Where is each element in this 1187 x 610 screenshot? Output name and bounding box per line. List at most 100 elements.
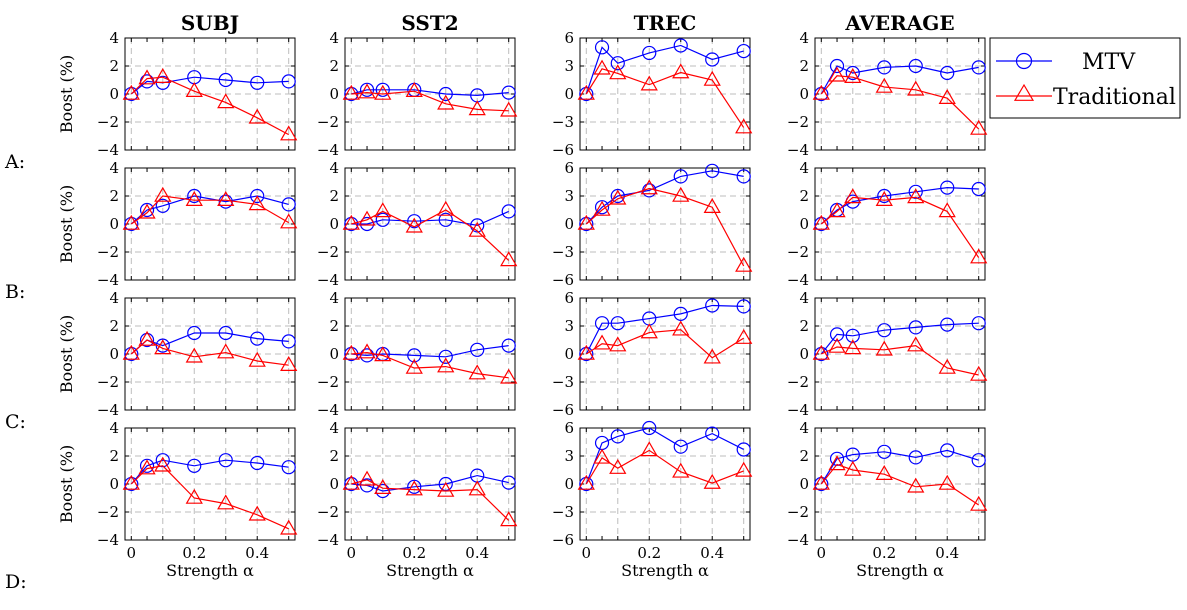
data-point-traditional <box>593 200 611 216</box>
series-line-traditional <box>585 449 744 485</box>
data-point-mtv <box>501 475 516 490</box>
data-point-traditional <box>875 464 893 480</box>
data-point-traditional <box>374 478 392 494</box>
data-point-mtv <box>971 453 986 468</box>
data-point-traditional <box>437 94 455 110</box>
data-point-traditional <box>500 251 518 267</box>
x-tick-label: 0 <box>347 544 357 562</box>
data-point-traditional <box>468 364 486 380</box>
data-point-mtv <box>705 298 720 313</box>
data-point-traditional <box>609 458 627 474</box>
data-point-traditional <box>844 460 862 476</box>
data-point-mtv <box>829 58 845 74</box>
data-point-traditional <box>875 190 893 206</box>
y-tick-label: −6 <box>552 271 574 289</box>
y-tick-label: 2 <box>109 57 119 75</box>
y-tick-label: 0 <box>799 85 809 103</box>
x-tick-label: 0.4 <box>700 544 724 562</box>
y-tick-label: 4 <box>329 159 339 177</box>
row-label-a: A: <box>4 151 25 173</box>
y-tick-label: 2 <box>109 447 119 465</box>
y-tick-label: −4 <box>317 531 339 549</box>
data-point-mtv <box>594 200 610 215</box>
y-tick-label: 3 <box>564 447 574 465</box>
data-point-traditional <box>138 69 156 85</box>
y-tick-label: −4 <box>97 271 119 289</box>
data-point-mtv <box>673 38 688 53</box>
data-point-mtv <box>971 316 986 331</box>
y-tick-label: −4 <box>317 271 339 289</box>
data-point-traditional <box>640 75 658 91</box>
data-point-mtv <box>877 60 892 75</box>
y-tick-label: −6 <box>552 531 574 549</box>
series-line-traditional <box>820 75 980 130</box>
data-point-mtv <box>407 348 422 363</box>
data-point-traditional <box>812 344 830 360</box>
series-line-traditional <box>130 339 289 366</box>
y-tick-label: 0 <box>109 85 119 103</box>
data-point-traditional <box>468 480 486 496</box>
data-point-traditional <box>280 125 298 141</box>
data-point-traditional <box>593 448 611 464</box>
y-tick-label: −2 <box>97 243 119 261</box>
data-point-traditional <box>735 256 753 272</box>
data-point-traditional <box>500 511 518 527</box>
y-tick-label: 4 <box>109 159 119 177</box>
y-tick-label: 0 <box>799 345 809 363</box>
data-point-traditional <box>577 84 595 100</box>
y-tick-label: −2 <box>317 243 339 261</box>
data-point-traditional <box>500 101 518 117</box>
data-point-traditional <box>640 441 658 457</box>
panel-b-average: −4 −2 0 2 4 <box>787 159 988 289</box>
data-point-traditional <box>735 118 753 134</box>
y-tick-label: 0 <box>109 215 119 233</box>
y-axis-label: Boost (%) <box>57 185 76 263</box>
data-point-mtv <box>139 458 155 473</box>
y-tick-label: −4 <box>787 401 809 419</box>
data-point-traditional <box>938 88 956 105</box>
data-point-traditional <box>593 334 611 350</box>
data-point-mtv <box>281 460 296 475</box>
x-tick-label: 0 <box>582 544 592 562</box>
y-tick-label: −2 <box>787 503 809 521</box>
data-point-mtv <box>407 214 422 229</box>
data-point-mtv <box>438 349 453 364</box>
y-tick-label: 2 <box>329 57 339 75</box>
data-point-traditional <box>907 336 925 352</box>
panel-c-average: −4 −2 0 2 4 <box>787 289 988 419</box>
y-tick-label: 2 <box>109 317 119 335</box>
x-tick-label: 0.4 <box>465 544 489 562</box>
data-point-mtv <box>250 188 265 204</box>
y-tick-label: 3 <box>564 57 574 75</box>
data-point-traditional <box>907 80 925 96</box>
data-point-mtv <box>344 216 359 232</box>
data-point-traditional <box>609 189 627 205</box>
data-point-mtv <box>705 426 720 441</box>
data-point-traditional <box>735 461 753 477</box>
data-point-mtv <box>281 197 296 212</box>
y-tick-label: −2 <box>787 243 809 261</box>
data-point-mtv <box>470 342 485 357</box>
series-line-mtv <box>585 427 744 485</box>
data-point-traditional <box>154 67 172 84</box>
y-tick-label: 0 <box>564 85 574 103</box>
series-line-mtv <box>585 304 744 355</box>
x-tick-label: 0 <box>127 544 137 562</box>
data-point-mtv <box>250 331 265 346</box>
data-point-traditional <box>217 93 235 109</box>
data-point-mtv <box>218 453 233 468</box>
data-point-mtv <box>908 58 923 74</box>
data-point-traditional <box>405 358 423 374</box>
legend-marker-mtv <box>1015 52 1033 70</box>
panel-a-average: −4 −2 0 2 4 <box>787 29 988 159</box>
column-title-trec: TREC <box>634 11 697 35</box>
row-label-c: C: <box>5 411 26 433</box>
data-point-traditional <box>280 355 298 371</box>
data-point-traditional <box>217 190 235 206</box>
data-point-mtv <box>971 181 986 197</box>
data-point-traditional <box>358 83 376 99</box>
data-point-traditional <box>122 474 140 490</box>
data-point-mtv <box>940 65 955 81</box>
